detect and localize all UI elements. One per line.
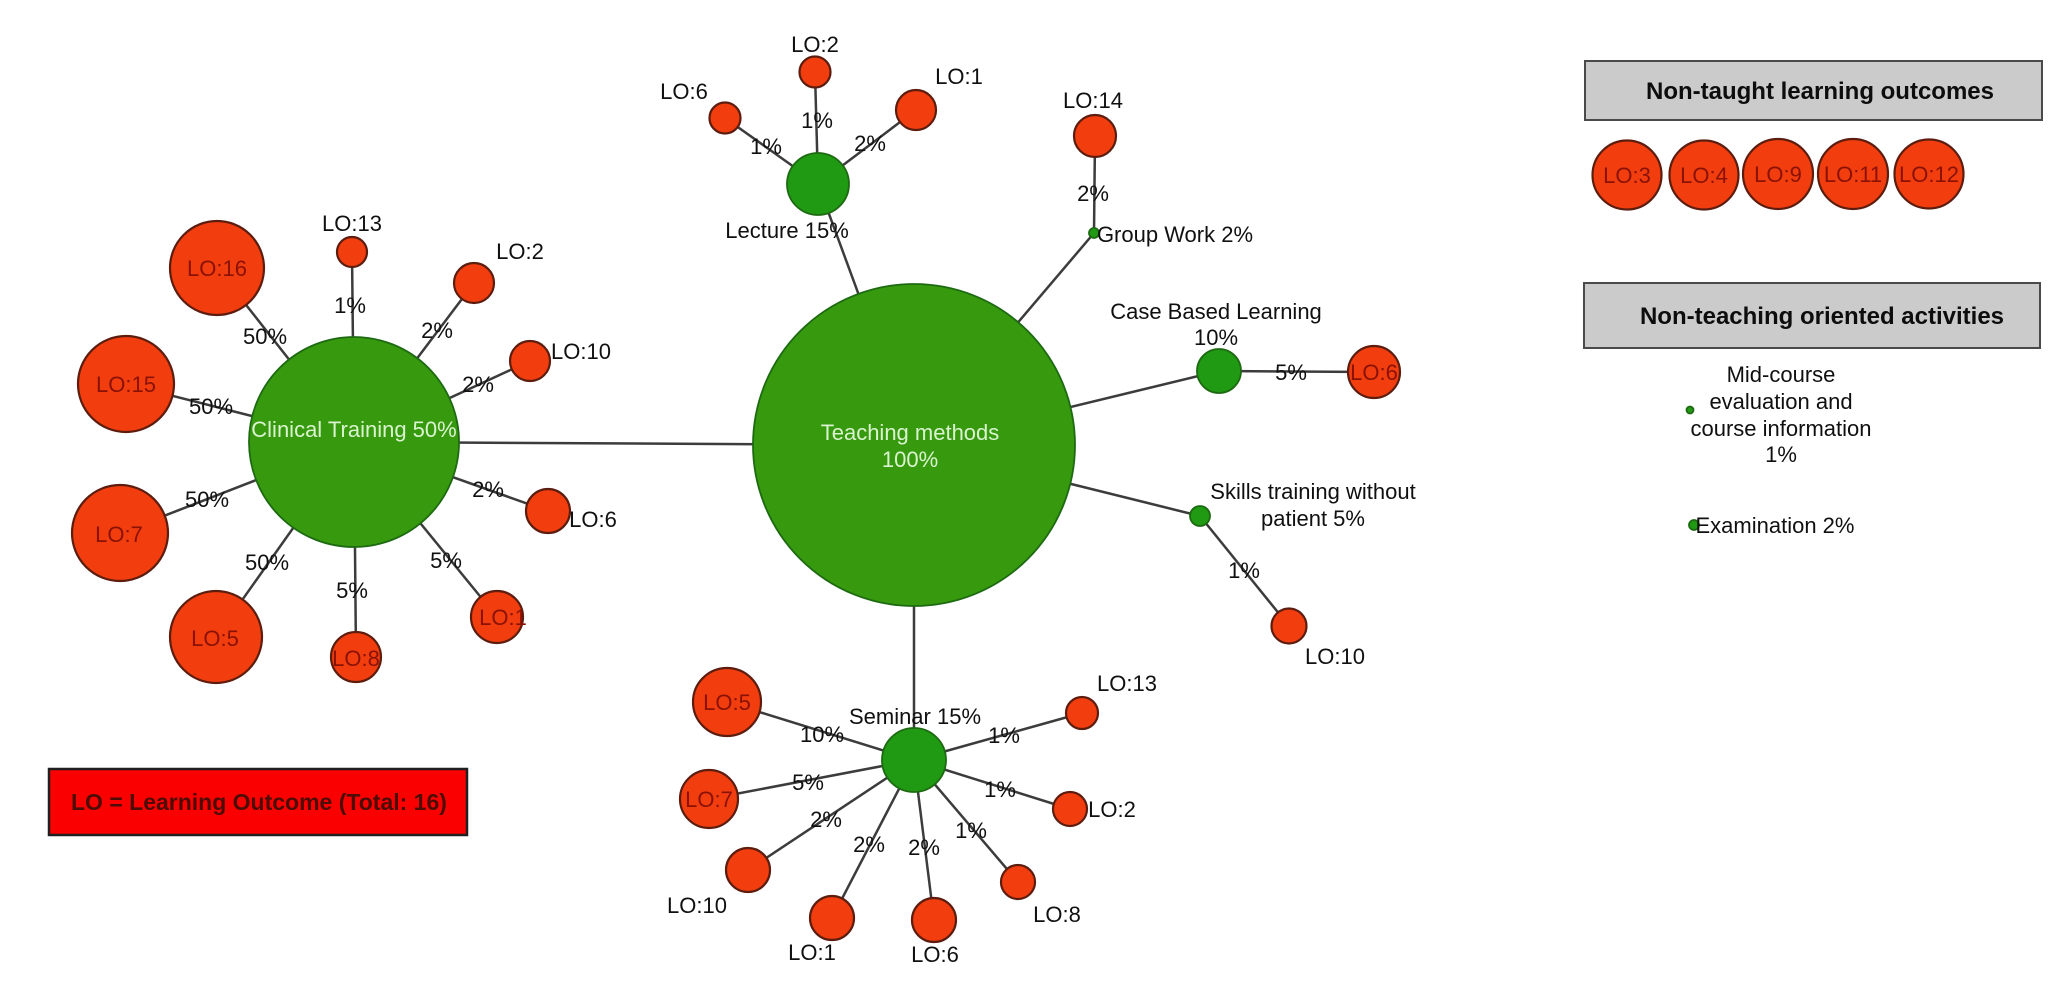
svg-text:Mid-course: Mid-course [1727,362,1836,387]
svg-text:10%: 10% [1194,325,1238,350]
svg-text:LO:13: LO:13 [322,211,382,236]
svg-text:1%: 1% [955,818,987,843]
svg-text:1%: 1% [1228,558,1260,583]
svg-text:LO:10: LO:10 [551,339,611,364]
svg-text:LO:7: LO:7 [685,787,733,812]
svg-text:1%: 1% [988,723,1020,748]
svg-text:Non-taught learning outcomes: Non-taught learning outcomes [1646,78,1994,105]
svg-text:1%: 1% [801,108,833,133]
svg-text:LO:7: LO:7 [95,522,143,547]
svg-text:5%: 5% [792,770,824,795]
svg-text:LO:1: LO:1 [935,64,983,89]
svg-text:evaluation and: evaluation and [1709,389,1852,414]
svg-text:Teaching methods: Teaching methods [821,420,1000,445]
svg-text:LO:13: LO:13 [1097,671,1157,696]
svg-text:LO:2: LO:2 [791,32,839,57]
svg-text:50%: 50% [189,394,233,419]
svg-text:LO:12: LO:12 [1899,162,1959,187]
svg-text:LO:5: LO:5 [191,626,239,651]
svg-text:LO:9: LO:9 [1754,162,1802,187]
svg-text:LO:6: LO:6 [911,942,959,967]
svg-text:50%: 50% [243,324,287,349]
svg-text:2%: 2% [462,372,494,397]
svg-text:1%: 1% [334,293,366,318]
svg-text:2%: 2% [908,835,940,860]
svg-text:5%: 5% [1275,360,1307,385]
svg-text:5%: 5% [430,548,462,573]
svg-text:2%: 2% [854,131,886,156]
svg-text:patient 5%: patient 5% [1261,506,1365,531]
svg-text:1%: 1% [750,134,782,159]
svg-text:2%: 2% [472,477,504,502]
svg-text:100%: 100% [882,447,938,472]
svg-text:10%: 10% [800,722,844,747]
svg-text:Skills training without: Skills training without [1210,479,1415,504]
svg-text:2%: 2% [810,807,842,832]
svg-text:Lecture 15%: Lecture 15% [725,218,849,243]
svg-text:Clinical Training 50%: Clinical Training 50% [251,417,456,442]
svg-text:Examination 2%: Examination 2% [1696,513,1855,538]
svg-text:Case Based Learning: Case Based Learning [1110,299,1322,324]
svg-text:LO:1: LO:1 [788,940,836,965]
svg-text:LO:6: LO:6 [660,79,708,104]
svg-text:Seminar 15%: Seminar 15% [849,704,981,729]
svg-text:2%: 2% [421,318,453,343]
svg-text:5%: 5% [336,578,368,603]
svg-text:LO:2: LO:2 [1088,797,1136,822]
svg-text:LO:8: LO:8 [332,646,380,671]
svg-text:LO:1: LO:1 [479,605,527,630]
svg-text:1%: 1% [1765,442,1797,467]
svg-text:LO:10: LO:10 [667,893,727,918]
svg-text:Group Work 2%: Group Work 2% [1097,222,1253,247]
svg-text:LO:16: LO:16 [187,256,247,281]
svg-text:LO:4: LO:4 [1680,163,1728,188]
svg-text:LO:15: LO:15 [96,372,156,397]
svg-text:LO:8: LO:8 [1033,902,1081,927]
svg-text:LO = Learning Outcome (Total:: LO = Learning Outcome (Total: 16) [71,789,447,815]
svg-text:LO:2: LO:2 [496,239,544,264]
svg-text:LO:6: LO:6 [1350,360,1398,385]
svg-text:LO:11: LO:11 [1824,162,1882,187]
svg-text:2%: 2% [853,832,885,857]
svg-text:50%: 50% [185,487,229,512]
svg-text:LO:10: LO:10 [1305,644,1365,669]
svg-text:LO:5: LO:5 [703,690,751,715]
svg-text:course information: course information [1691,416,1872,441]
svg-text:2%: 2% [1077,181,1109,206]
svg-text:LO:3: LO:3 [1603,163,1651,188]
svg-text:50%: 50% [245,550,289,575]
svg-text:LO:6: LO:6 [569,507,617,532]
svg-text:LO:14: LO:14 [1063,88,1123,113]
svg-text:1%: 1% [984,777,1016,802]
svg-text:Non-teaching oriented activiti: Non-teaching oriented activities [1640,303,2004,330]
